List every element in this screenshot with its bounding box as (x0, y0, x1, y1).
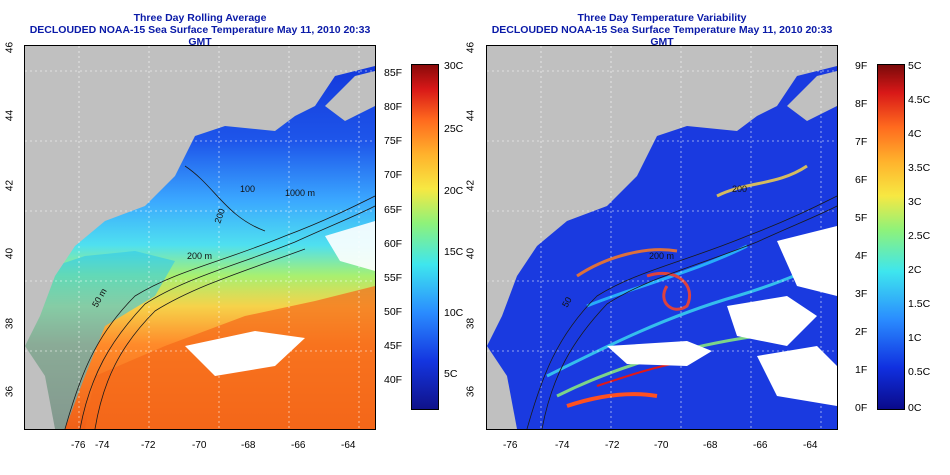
colorbar-label-f: 50F (384, 306, 403, 318)
y-tick-label: 38 (465, 317, 477, 330)
colorbar-label-c: 1C (908, 332, 922, 344)
y-tick-label: 40 (465, 247, 477, 260)
x-tick-label: -64 (803, 440, 818, 451)
colorbar-label-f: 0F (855, 402, 868, 414)
colorbar-label-f: 9F (855, 60, 868, 72)
sst-colorbar (411, 64, 439, 410)
colorbar-label-c: 2.5C (908, 230, 931, 242)
colorbar-label-f: 45F (384, 340, 403, 352)
x-tick-label: -70 (654, 440, 669, 451)
colorbar-label-c: 2C (908, 264, 922, 276)
colorbar-label-f: 75F (384, 135, 403, 147)
x-tick-label: -74 (95, 440, 110, 451)
y-tick-label: 46 (465, 41, 477, 54)
cloud-gap (185, 331, 305, 376)
y-tick-label: 44 (465, 109, 477, 122)
right-title-line1: Three Day Temperature Variability (577, 12, 747, 24)
colorbar-label-f: 1F (855, 364, 868, 376)
colorbar-label-f: 65F (384, 204, 403, 216)
x-tick-label: -70 (192, 440, 207, 451)
colorbar-label-c: 4C (908, 128, 922, 140)
colorbar-label-c: 4.5C (908, 94, 931, 106)
x-tick-label: -72 (141, 440, 156, 451)
land-mass (25, 46, 375, 346)
x-tick-label: -66 (291, 440, 306, 451)
x-tick-label: -76 (503, 440, 518, 451)
left-title: Three Day Rolling Average DECLOUDED NOAA… (24, 12, 376, 48)
x-tick-label: -68 (241, 440, 256, 451)
contour-label-200m: 200 m (187, 251, 212, 261)
right-title: Three Day Temperature Variability DECLOU… (484, 12, 840, 48)
colorbar-label-c: 5C (908, 60, 922, 72)
variability-colorbar (877, 64, 905, 410)
x-tick-label: -76 (71, 440, 86, 451)
x-tick-label: -66 (753, 440, 768, 451)
y-tick-label: 42 (465, 179, 477, 192)
x-tick-label: -74 (555, 440, 570, 451)
colorbar-label-c: 0C (908, 402, 922, 414)
colorbar-label-f: 80F (384, 101, 403, 113)
x-tick-label: -64 (341, 440, 356, 451)
colorbar-label-c: 25C (444, 123, 464, 135)
left-title-line1: Three Day Rolling Average (133, 12, 267, 24)
x-tick-label: -72 (605, 440, 620, 451)
y-tick-label: 46 (4, 41, 16, 54)
colorbar-label-c: 1.5C (908, 298, 931, 310)
colorbar-label-c: 0.5C (908, 366, 931, 378)
y-tick-label: 38 (4, 317, 16, 330)
contour-label-1000m: 1000 m (285, 188, 315, 198)
colorbar-label-f: 4F (855, 250, 868, 262)
cloud-gap (607, 341, 712, 366)
colorbar-label-c: 10C (444, 307, 464, 319)
colorbar-label-c: 5C (444, 368, 458, 380)
contour-label-50: 50 (560, 295, 574, 309)
colorbar-label-c: 30C (444, 60, 464, 72)
colorbar-label-c: 15C (444, 246, 464, 258)
colorbar-label-f: 40F (384, 374, 403, 386)
colorbar-label-f: 60F (384, 238, 403, 250)
colorbar-label-f: 6F (855, 174, 868, 186)
colorbar-label-c: 20C (444, 185, 464, 197)
contour-label-200: 200 (212, 207, 227, 225)
y-tick-label: 42 (4, 179, 16, 192)
y-tick-label: 44 (4, 109, 16, 122)
y-tick-label: 36 (4, 385, 16, 398)
colorbar-label-f: 70F (384, 169, 403, 181)
colorbar-label-c: 3.5C (908, 162, 931, 174)
contour-label-200m: 200 m (649, 251, 674, 261)
colorbar-label-f: 55F (384, 272, 403, 284)
x-tick-label: -68 (703, 440, 718, 451)
colorbar-label-c: 3C (908, 196, 922, 208)
contour-label-100: 100 (240, 184, 255, 194)
colorbar-label-f: 5F (855, 212, 868, 224)
colorbar-label-f: 8F (855, 98, 868, 110)
sst-variability-map[interactable]: 200 m 50 200 (486, 45, 838, 430)
sst-average-map[interactable]: 1000 m 200 m 50 m 100 200 (24, 45, 376, 430)
y-tick-label: 36 (465, 385, 477, 398)
colorbar-label-f: 7F (855, 136, 868, 148)
colorbar-label-f: 2F (855, 326, 868, 338)
y-tick-label: 40 (4, 247, 16, 260)
land-mass (487, 46, 837, 346)
contour-label-200: 200 (732, 184, 747, 194)
colorbar-label-f: 85F (384, 67, 403, 79)
colorbar-label-f: 3F (855, 288, 868, 300)
